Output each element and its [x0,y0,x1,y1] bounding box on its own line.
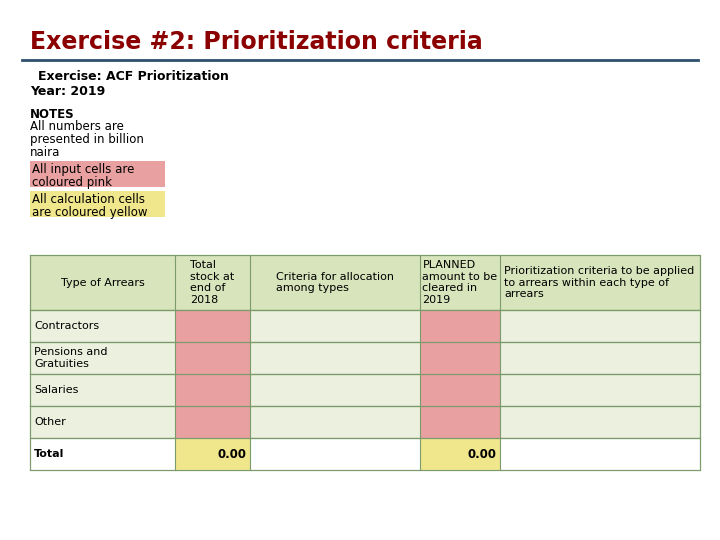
Text: Type of Arrears: Type of Arrears [60,278,145,287]
FancyBboxPatch shape [176,438,250,469]
Text: All input cells are: All input cells are [32,163,135,176]
Text: 0.00: 0.00 [217,448,246,461]
FancyBboxPatch shape [420,407,500,437]
Text: Exercise: ACF Prioritization: Exercise: ACF Prioritization [38,70,229,83]
FancyBboxPatch shape [420,375,500,406]
Text: All numbers are: All numbers are [30,120,124,133]
Text: Criteria for allocation
among types: Criteria for allocation among types [276,272,394,293]
FancyBboxPatch shape [30,191,165,217]
Text: are coloured yellow: are coloured yellow [32,206,148,219]
FancyBboxPatch shape [30,255,700,310]
Text: naira: naira [30,146,60,159]
FancyBboxPatch shape [176,310,250,341]
FancyBboxPatch shape [420,342,500,374]
FancyBboxPatch shape [30,310,700,342]
FancyBboxPatch shape [420,310,500,341]
Text: Year: 2019: Year: 2019 [30,85,105,98]
Text: coloured pink: coloured pink [32,176,112,189]
Text: Salaries: Salaries [34,385,78,395]
FancyBboxPatch shape [30,374,700,406]
Text: presented in billion: presented in billion [30,133,144,146]
Text: Total: Total [34,449,64,459]
Text: NOTES: NOTES [30,108,75,121]
FancyBboxPatch shape [30,342,700,374]
Text: Pensions and
Gratuities: Pensions and Gratuities [34,347,107,369]
Text: Exercise #2: Prioritization criteria: Exercise #2: Prioritization criteria [30,30,482,54]
Text: All calculation cells: All calculation cells [32,193,145,206]
Text: PLANNED
amount to be
cleared in
2019: PLANNED amount to be cleared in 2019 [423,260,498,305]
FancyBboxPatch shape [420,438,500,469]
Text: 0.00: 0.00 [467,448,496,461]
FancyBboxPatch shape [30,438,700,470]
Text: Total
stock at
end of
2018: Total stock at end of 2018 [190,260,235,305]
Text: Contractors: Contractors [34,321,99,331]
FancyBboxPatch shape [30,161,165,187]
FancyBboxPatch shape [176,375,250,406]
FancyBboxPatch shape [176,407,250,437]
FancyBboxPatch shape [176,342,250,374]
Text: Prioritization criteria to be applied
to arrears within each type of
arrears: Prioritization criteria to be applied to… [504,266,694,299]
FancyBboxPatch shape [30,406,700,438]
Text: Other: Other [34,417,66,427]
